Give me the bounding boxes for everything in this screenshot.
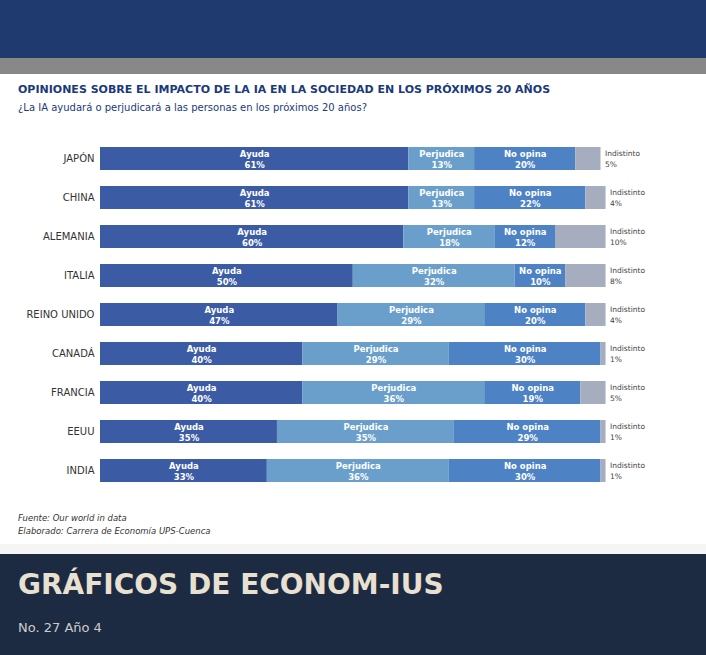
svg-text:61%: 61% [245, 199, 266, 209]
svg-text:30%: 30% [515, 355, 536, 365]
svg-text:No opina: No opina [504, 461, 547, 471]
svg-text:1%: 1% [610, 433, 622, 442]
svg-text:No opina: No opina [504, 149, 547, 159]
svg-text:Perjudica: Perjudica [343, 422, 388, 432]
svg-text:12%: 12% [515, 238, 536, 248]
svg-text:20%: 20% [525, 316, 546, 326]
svg-text:Perjudica: Perjudica [336, 461, 381, 471]
svg-text:4%: 4% [610, 316, 622, 325]
svg-text:13%: 13% [432, 199, 453, 209]
svg-text:36%: 36% [384, 394, 405, 404]
svg-text:35%: 35% [179, 433, 200, 443]
svg-text:Ayuda: Ayuda [169, 461, 199, 471]
svg-text:No opina: No opina [519, 266, 562, 276]
svg-text:Indistinto: Indistinto [610, 188, 645, 197]
html-text:No. 27 Año 4: No. 27 Año 4 [18, 620, 102, 635]
svg-text:INDIA: INDIA [67, 465, 95, 476]
svg-text:JAPÓN: JAPÓN [63, 152, 95, 164]
svg-text:19%: 19% [523, 394, 544, 404]
svg-text:Perjudica: Perjudica [419, 188, 464, 198]
svg-text:40%: 40% [191, 355, 212, 365]
svg-text:Perjudica: Perjudica [419, 149, 464, 159]
svg-text:29%: 29% [401, 316, 422, 326]
svg-text:61%: 61% [245, 160, 266, 170]
svg-text:CANADÁ: CANADÁ [52, 347, 95, 359]
svg-text:Indistinto: Indistinto [610, 266, 645, 275]
svg-text:Ayuda: Ayuda [240, 149, 270, 159]
svg-text:Ayuda: Ayuda [187, 383, 217, 393]
html-text:¿La IA ayudará o perjudicará a: ¿La IA ayudará o perjudicará a las perso… [18, 102, 367, 113]
svg-text:No opina: No opina [504, 344, 547, 354]
svg-text:Ayuda: Ayuda [174, 422, 204, 432]
svg-text:20%: 20% [515, 160, 536, 170]
svg-text:13%: 13% [432, 160, 453, 170]
svg-text:No opina: No opina [511, 383, 554, 393]
svg-text:Indistinto: Indistinto [610, 227, 645, 236]
svg-text:5%: 5% [610, 394, 622, 403]
svg-text:REINO UNIDO: REINO UNIDO [26, 309, 94, 320]
svg-text:Ayuda: Ayuda [237, 227, 267, 237]
svg-text:47%: 47% [209, 316, 230, 326]
svg-text:Ayuda: Ayuda [240, 188, 270, 198]
svg-text:FRANCIA: FRANCIA [51, 387, 95, 398]
svg-text:29%: 29% [518, 433, 539, 443]
svg-text:Ayuda: Ayuda [187, 344, 217, 354]
svg-text:10%: 10% [530, 277, 551, 287]
svg-text:ALEMANIA: ALEMANIA [43, 231, 95, 242]
svg-text:10%: 10% [610, 238, 627, 247]
svg-text:Indistinto: Indistinto [605, 149, 640, 158]
svg-text:5%: 5% [605, 160, 617, 169]
svg-text:Perjudica: Perjudica [427, 227, 472, 237]
svg-text:1%: 1% [610, 355, 622, 364]
html-text:Fuente: Our world in data: Fuente: Our world in data [18, 513, 127, 523]
svg-text:36%: 36% [348, 472, 369, 482]
svg-text:60%: 60% [242, 238, 263, 248]
svg-text:Indistinto: Indistinto [610, 344, 645, 353]
svg-text:4%: 4% [610, 199, 622, 208]
svg-text:No opina: No opina [514, 305, 557, 315]
svg-text:1%: 1% [610, 472, 622, 481]
svg-text:Indistinto: Indistinto [610, 305, 645, 314]
svg-text:Perjudica: Perjudica [354, 344, 399, 354]
svg-text:32%: 32% [424, 277, 445, 287]
svg-text:EEUU: EEUU [67, 426, 94, 437]
svg-text:Perjudica: Perjudica [371, 383, 416, 393]
html-text:GRÁFICOS DE ECONOM-IUS: GRÁFICOS DE ECONOM-IUS [18, 568, 444, 601]
html-text:Elaborado: Carrera de Economía: Elaborado: Carrera de Economía UPS-Cuenc… [18, 526, 211, 536]
svg-text:Ayuda: Ayuda [212, 266, 242, 276]
html-text:OPINIONES SOBRE EL IMPACTO DE: OPINIONES SOBRE EL IMPACTO DE LA IA EN L… [18, 83, 551, 96]
svg-text:No opina: No opina [509, 188, 552, 198]
svg-text:18%: 18% [439, 238, 460, 248]
svg-text:ITALIA: ITALIA [64, 270, 95, 281]
svg-text:30%: 30% [515, 472, 536, 482]
svg-text:22%: 22% [520, 199, 541, 209]
svg-text:50%: 50% [217, 277, 238, 287]
svg-text:Indistinto: Indistinto [610, 383, 645, 392]
svg-text:Perjudica: Perjudica [412, 266, 457, 276]
svg-text:Ayuda: Ayuda [204, 305, 234, 315]
svg-text:40%: 40% [191, 394, 212, 404]
svg-text:35%: 35% [356, 433, 377, 443]
svg-text:No opina: No opina [504, 227, 547, 237]
svg-text:Indistinto: Indistinto [610, 422, 645, 431]
svg-text:Indistinto: Indistinto [610, 461, 645, 470]
svg-text:33%: 33% [174, 472, 195, 482]
svg-text:No opina: No opina [506, 422, 549, 432]
svg-text:Perjudica: Perjudica [389, 305, 434, 315]
svg-text:CHINA: CHINA [63, 192, 95, 203]
svg-text:8%: 8% [610, 277, 622, 286]
svg-text:29%: 29% [366, 355, 387, 365]
